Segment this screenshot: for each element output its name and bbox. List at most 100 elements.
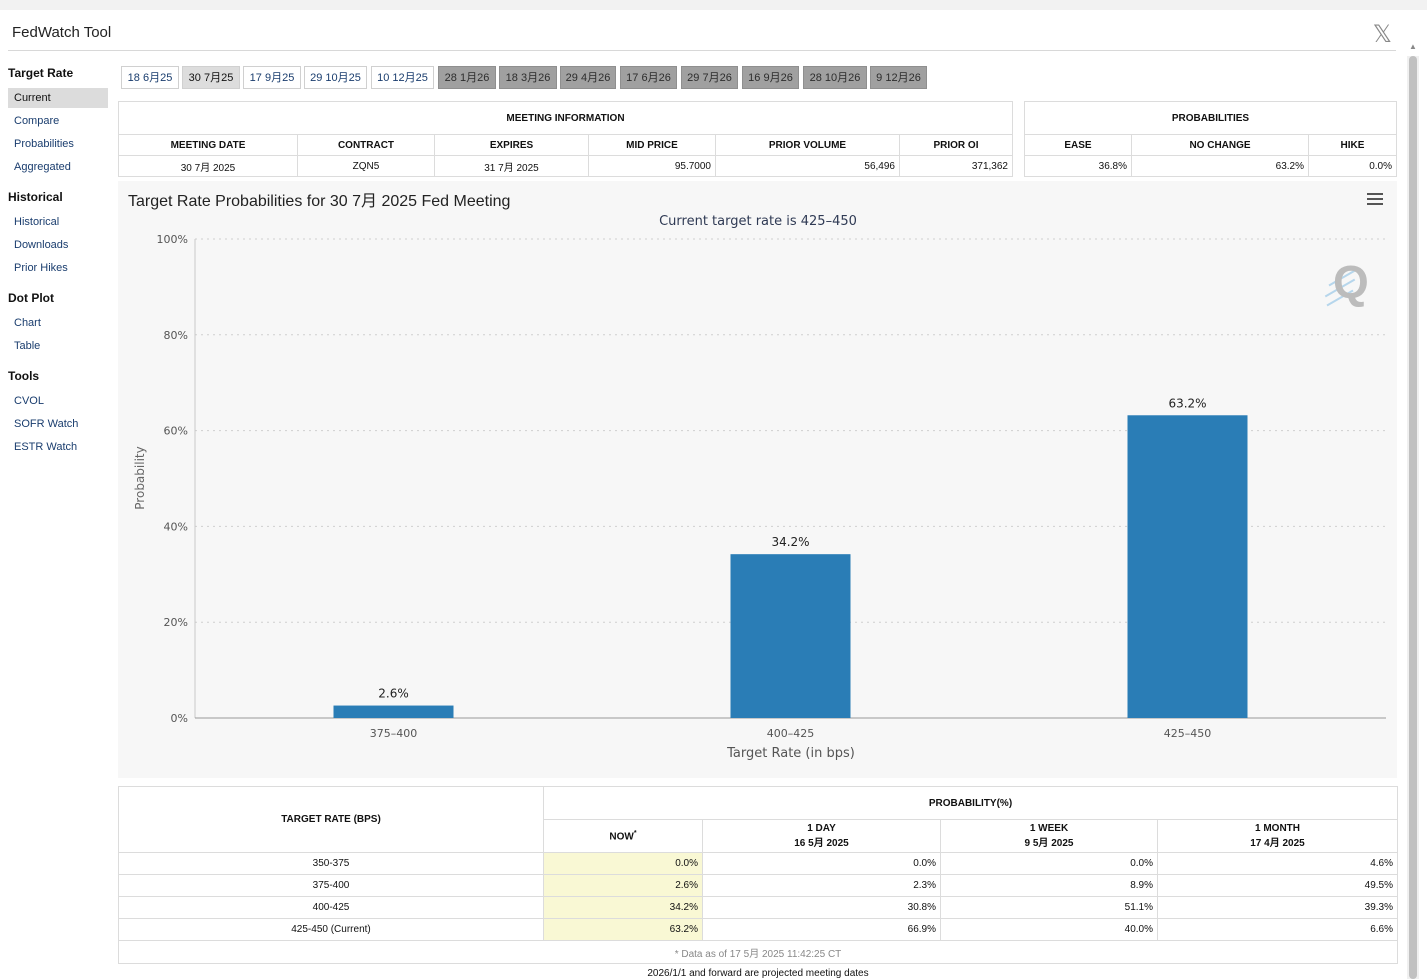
chart-title: Target Rate Probabilities for 30 7月 2025… bbox=[128, 193, 511, 210]
projected-dates-footnote: 2026/1/1 and forward are projected meeti… bbox=[647, 968, 869, 979]
vertical-scrollbar[interactable] bbox=[1407, 56, 1419, 979]
chart-panel: Target Rate Probabilities for 30 7月 2025… bbox=[118, 181, 1397, 778]
sidebar-item-aggregated[interactable]: Aggregated bbox=[14, 161, 71, 173]
sidebar-item-historical[interactable]: Historical bbox=[14, 216, 60, 228]
week-cell: 0.0% bbox=[940, 852, 1158, 875]
month-cell: 6.6% bbox=[1157, 918, 1398, 941]
tab-meeting[interactable]: 29 7月26 bbox=[681, 66, 738, 89]
sidebar-item-sofr-watch[interactable]: SOFR Watch bbox=[14, 418, 79, 430]
sidebar-group-title: Tools bbox=[8, 369, 40, 383]
table-row: 30 7月 2025 ZQN5 31 7月 2025 95.7000 56,49… bbox=[118, 155, 1013, 177]
app-title: FedWatch Tool bbox=[12, 24, 112, 41]
x-axis-label: Target Rate (in bps) bbox=[726, 746, 855, 761]
chart-subtitle: Current target rate is 425–450 bbox=[659, 214, 857, 229]
tab-meeting[interactable]: 17 9月25 bbox=[243, 66, 301, 89]
tab-meeting[interactable]: 29 4月26 bbox=[560, 66, 616, 89]
sidebar-item-dot-plot-chart[interactable]: Chart bbox=[14, 317, 41, 329]
table-row: 375-400 2.6% 2.3% 8.9% 49.5% bbox=[118, 874, 1398, 897]
x-tick-label: 375–400 bbox=[370, 727, 418, 740]
y-tick-label: 20% bbox=[164, 616, 188, 629]
tab-meeting[interactable]: 18 3月26 bbox=[499, 66, 557, 89]
prior-volume: 56,496 bbox=[715, 155, 900, 177]
mid-price: 95.7000 bbox=[588, 155, 716, 177]
y-axis-label: Probability bbox=[133, 446, 147, 509]
day-cell: 30.8% bbox=[702, 896, 941, 919]
bar[interactable] bbox=[333, 705, 454, 718]
x-tick-label: 425–450 bbox=[1164, 727, 1212, 740]
sidebar-item-current[interactable]: Current bbox=[8, 88, 108, 108]
expires: 31 7月 2025 bbox=[434, 155, 589, 177]
day-cell: 66.9% bbox=[702, 918, 941, 941]
tab-meeting[interactable]: 9 12月26 bbox=[870, 66, 927, 89]
title-bar: FedWatch Tool 𝕏 bbox=[8, 16, 1396, 51]
scroll-up-arrow-icon[interactable]: ▲ bbox=[1409, 42, 1417, 51]
tab-meeting[interactable]: 10 12月25 bbox=[371, 66, 434, 89]
chart-menu-icon[interactable] bbox=[1367, 193, 1383, 207]
month-cell: 49.5% bbox=[1157, 874, 1398, 897]
column-header: MEETING DATE bbox=[118, 134, 298, 156]
y-tick-label: 0% bbox=[171, 712, 188, 725]
meeting-information-table: MEETING INFORMATION MEETING DATE CONTRAC… bbox=[118, 101, 1013, 177]
ease-value: 36.8% bbox=[1024, 155, 1132, 177]
scrollbar-thumb[interactable] bbox=[1409, 56, 1417, 979]
sidebar-item-compare[interactable]: Compare bbox=[14, 115, 60, 127]
rate-cell: 425-450 (Current) bbox=[118, 918, 544, 941]
probability-table: TARGET RATE (BPS) PROBABILITY(%) NOW* 1 … bbox=[118, 786, 1398, 964]
tab-meeting[interactable]: 16 9月26 bbox=[742, 66, 799, 89]
column-header-target-rate: TARGET RATE (BPS) bbox=[118, 786, 544, 853]
data-label: 2.6% bbox=[378, 687, 409, 701]
tab-meeting[interactable]: 30 7月25 bbox=[182, 66, 240, 89]
contract: ZQN5 bbox=[297, 155, 435, 177]
close-icon[interactable]: 𝕏 bbox=[1372, 20, 1392, 48]
x-tick-label: 400–425 bbox=[767, 727, 815, 740]
sidebar-item-dot-plot-table[interactable]: Table bbox=[14, 340, 41, 352]
tab-meeting[interactable]: 17 6月26 bbox=[620, 66, 677, 89]
month-cell: 39.3% bbox=[1157, 896, 1398, 919]
tab-meeting[interactable]: 28 10月26 bbox=[803, 66, 867, 89]
table-row: 425-450 (Current) 63.2% 66.9% 40.0% 6.6% bbox=[118, 918, 1398, 941]
day-cell: 2.3% bbox=[702, 874, 941, 897]
tab-meeting[interactable]: 29 10月25 bbox=[304, 66, 367, 89]
column-header: EASE bbox=[1024, 134, 1132, 156]
table-title: MEETING INFORMATION bbox=[118, 101, 1013, 135]
column-header: PRIOR VOLUME bbox=[715, 134, 900, 156]
bar[interactable] bbox=[730, 554, 851, 718]
prior-oi: 371,362 bbox=[899, 155, 1013, 177]
sidebar-item-probabilities[interactable]: Probabilities bbox=[14, 138, 74, 150]
now-footnote-mark: * bbox=[633, 829, 637, 837]
column-header-1-month: 1 MONTH 17 4月 2025 bbox=[1157, 819, 1398, 853]
table-row: 400-425 34.2% 30.8% 51.1% 39.3% bbox=[118, 896, 1398, 919]
rate-cell: 400-425 bbox=[118, 896, 544, 919]
sidebar-group-title: Historical bbox=[8, 190, 63, 204]
data-timestamp-note: * Data as of 17 5月 2025 11:42:25 CT bbox=[118, 940, 1398, 964]
tab-meeting[interactable]: 18 6月25 bbox=[121, 66, 179, 89]
tab-meeting[interactable]: 28 1月26 bbox=[438, 66, 496, 89]
probabilities-table: PROBABILITIES EASE NO CHANGE HIKE 36.8% … bbox=[1024, 101, 1397, 177]
hike-value: 0.0% bbox=[1308, 155, 1397, 177]
table-title: PROBABILITIES bbox=[1024, 101, 1397, 135]
now-cell: 0.0% bbox=[543, 852, 703, 875]
bar[interactable] bbox=[1127, 415, 1248, 718]
now-cell: 63.2% bbox=[543, 918, 703, 941]
column-header-now: NOW* bbox=[543, 819, 703, 853]
col-date: 9 5月 2025 bbox=[1024, 838, 1074, 849]
sidebar-item-cvol[interactable]: CVOL bbox=[14, 395, 44, 407]
column-group-header: PROBABILITY(%) bbox=[543, 786, 1398, 820]
col-label: 1 WEEK bbox=[1029, 823, 1069, 834]
now-label: NOW bbox=[609, 831, 634, 843]
column-header: NO CHANGE bbox=[1131, 134, 1309, 156]
sidebar-item-downloads[interactable]: Downloads bbox=[14, 239, 69, 251]
no-change-value: 63.2% bbox=[1131, 155, 1309, 177]
table-row: 36.8% 63.2% 0.0% bbox=[1024, 155, 1397, 177]
col-label: 1 DAY bbox=[807, 823, 836, 834]
week-cell: 40.0% bbox=[940, 918, 1158, 941]
column-header: MID PRICE bbox=[588, 134, 716, 156]
column-header: EXPIRES bbox=[434, 134, 589, 156]
sidebar-item-estr-watch[interactable]: ESTR Watch bbox=[14, 441, 78, 453]
sidebar-item-prior-hikes[interactable]: Prior Hikes bbox=[14, 262, 68, 274]
quikstrike-logo-icon: Q bbox=[1321, 247, 1381, 317]
now-cell: 34.2% bbox=[543, 896, 703, 919]
column-header-1-day: 1 DAY 16 5月 2025 bbox=[702, 819, 941, 853]
week-cell: 51.1% bbox=[940, 896, 1158, 919]
bar-chart: Current target rate is 425–450 0% 20% 40% 6… bbox=[133, 214, 1386, 761]
